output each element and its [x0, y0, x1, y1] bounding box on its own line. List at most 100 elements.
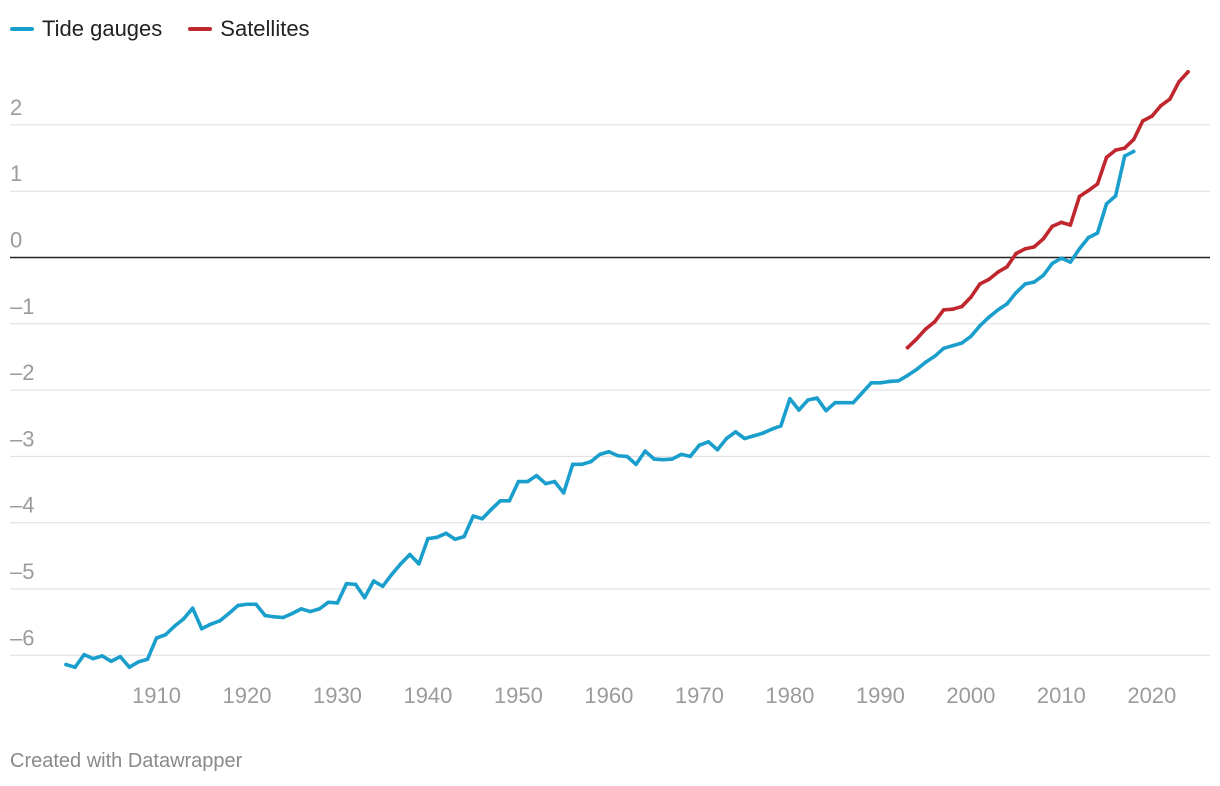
data-point-satellites — [1014, 251, 1018, 256]
data-point-tide-gauges — [661, 457, 665, 462]
legend-item-tide-gauges[interactable]: Tide gauges — [10, 16, 162, 42]
data-point-satellites — [1077, 194, 1082, 199]
data-point-satellites — [1177, 80, 1181, 84]
data-point-satellites — [1068, 223, 1073, 227]
y-tick-label: 0 — [10, 228, 22, 253]
data-point-satellites — [1050, 224, 1055, 229]
data-point-tide-gauges — [833, 400, 837, 405]
data-point-satellites — [1159, 103, 1163, 108]
data-point-tide-gauges — [389, 572, 394, 577]
data-point-tide-gauges — [751, 434, 756, 438]
data-point-tide-gauges — [1023, 282, 1027, 286]
data-point-tide-gauges — [91, 656, 95, 661]
y-tick-label: –4 — [10, 493, 34, 518]
data-point-tide-gauges — [208, 622, 213, 626]
data-point-tide-gauges — [1041, 273, 1046, 278]
data-point-satellites — [1168, 97, 1172, 101]
data-point-tide-gauges — [1113, 194, 1118, 198]
data-point-tide-gauges — [462, 534, 466, 539]
data-point-tide-gauges — [1014, 290, 1018, 295]
data-point-tide-gauges — [824, 408, 828, 413]
data-point-satellites — [1113, 148, 1118, 152]
x-tick-label: 1960 — [584, 683, 633, 708]
data-point-tide-gauges — [851, 400, 856, 405]
data-point-tide-gauges — [308, 609, 313, 614]
data-point-satellites — [923, 327, 928, 331]
data-point-tide-gauges — [634, 462, 638, 467]
data-point-tide-gauges — [453, 537, 457, 542]
data-point-tide-gauges — [896, 379, 901, 383]
data-point-tide-gauges — [996, 308, 1000, 312]
data-point-tide-gauges — [471, 514, 475, 518]
data-point-tide-gauges — [987, 315, 991, 319]
data-point-tide-gauges — [335, 601, 340, 605]
x-tick-label: 2010 — [1037, 683, 1086, 708]
data-point-tide-gauges — [616, 453, 620, 458]
data-point-tide-gauges — [380, 584, 385, 589]
data-point-tide-gauges — [670, 457, 675, 461]
data-point-tide-gauges — [480, 516, 485, 521]
data-point-satellites — [1059, 220, 1064, 225]
data-point-tide-gauges — [145, 657, 150, 662]
data-point-tide-gauges — [842, 400, 846, 405]
data-point-satellites — [1122, 146, 1127, 150]
data-point-tide-gauges — [417, 562, 421, 566]
data-point-satellites — [1095, 182, 1100, 186]
data-point-tide-gauges — [1032, 280, 1036, 284]
data-point-tide-gauges — [136, 660, 141, 664]
data-point-tide-gauges — [806, 398, 810, 402]
data-point-satellites — [996, 270, 1000, 274]
data-point-tide-gauges — [769, 427, 774, 432]
x-tick-label: 1950 — [494, 683, 543, 708]
data-point-tide-gauges — [1050, 261, 1055, 266]
series-line-tide-gauges[interactable] — [64, 149, 1136, 670]
data-point-tide-gauges — [1131, 149, 1136, 154]
data-point-tide-gauges — [362, 595, 367, 600]
legend-swatch-tide-gauges — [10, 27, 34, 31]
data-point-tide-gauges — [543, 481, 548, 486]
data-point-satellites — [978, 282, 982, 286]
data-point-tide-gauges — [516, 479, 521, 484]
data-point-tide-gauges — [525, 479, 530, 484]
x-tick-label: 1980 — [765, 683, 814, 708]
data-point-tide-gauges — [688, 454, 693, 459]
data-point-tide-gauges — [245, 602, 249, 607]
data-point-tide-gauges — [1005, 302, 1009, 306]
legend-swatch-satellites — [188, 27, 213, 31]
data-point-tide-gauges — [860, 390, 865, 395]
data-point-tide-gauges — [932, 354, 937, 359]
data-point-tide-gauges — [643, 449, 647, 453]
data-point-tide-gauges — [507, 499, 512, 503]
data-point-tide-gauges — [534, 473, 539, 478]
data-point-tide-gauges — [163, 632, 168, 637]
data-point-tide-gauges — [73, 665, 77, 670]
x-tick-label: 1930 — [313, 683, 362, 708]
data-point-tide-gauges — [154, 636, 159, 640]
x-tick-label: 1990 — [856, 683, 905, 708]
data-point-tide-gauges — [923, 360, 928, 365]
data-point-tide-gauges — [326, 600, 331, 605]
series-line-satellites[interactable] — [905, 70, 1190, 350]
x-tick-label: 2000 — [946, 683, 995, 708]
legend: Tide gauges Satellites — [10, 16, 310, 42]
legend-item-satellites[interactable]: Satellites — [188, 16, 310, 42]
data-point-tide-gauges — [236, 603, 240, 608]
data-point-tide-gauges — [598, 452, 602, 457]
data-point-tide-gauges — [172, 624, 177, 628]
data-point-tide-gauges — [742, 436, 747, 441]
data-point-satellites — [1186, 70, 1190, 74]
y-tick-label: 1 — [10, 161, 22, 186]
data-point-satellites — [1041, 237, 1046, 241]
data-point-tide-gauges — [1077, 247, 1082, 251]
data-point-tide-gauges — [190, 606, 195, 611]
x-tick-label: 1920 — [222, 683, 271, 708]
data-point-tide-gauges — [227, 611, 231, 616]
data-point-tide-gauges — [779, 424, 783, 428]
data-point-tide-gauges — [435, 535, 439, 540]
data-point-satellites — [969, 295, 973, 300]
data-point-satellites — [905, 345, 910, 350]
legend-label-satellites: Satellites — [220, 16, 310, 41]
y-tick-label: –1 — [10, 294, 34, 319]
data-point-satellites — [1023, 247, 1027, 251]
